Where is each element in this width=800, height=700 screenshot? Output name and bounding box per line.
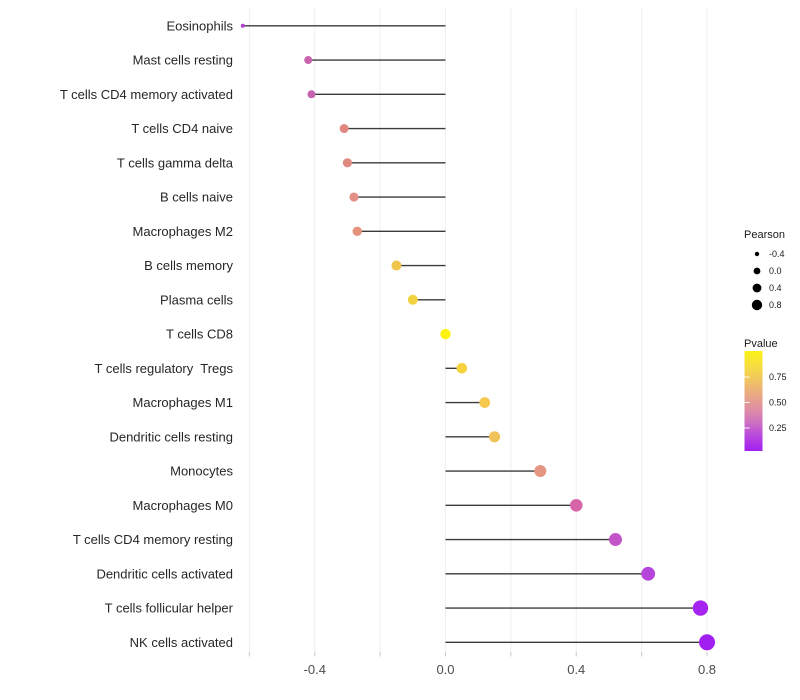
lollipop-dot — [488, 431, 501, 443]
lollipop-dot — [407, 294, 418, 305]
category-label: T cells CD4 memory activated — [60, 87, 233, 102]
x-tick-label: 0.0 — [436, 662, 454, 677]
lollipop-dot — [349, 192, 359, 202]
lollipop-dot — [569, 499, 583, 512]
color-legend-title: Pvalue — [744, 338, 778, 350]
x-tick-label: 0.8 — [698, 662, 716, 677]
pvalue-legend-label: 0.75 — [769, 372, 787, 382]
category-label: Monocytes — [170, 464, 233, 479]
category-label: Mast cells resting — [133, 53, 233, 68]
size-legend-label: 0.0 — [769, 266, 782, 276]
x-tick-label: -0.4 — [304, 662, 326, 677]
category-label: T cells CD8 — [166, 327, 233, 342]
size-legend-label: 0.8 — [769, 300, 782, 310]
size-legend-title: Pearson — [744, 229, 785, 241]
size-legend-key-dot — [752, 283, 762, 293]
category-label: Dendritic cells resting — [109, 429, 233, 444]
lollipop-dot — [608, 533, 622, 547]
lollipop-dot — [641, 566, 656, 581]
size-legend-label: 0.4 — [769, 283, 782, 293]
lollipop-dot — [240, 23, 245, 28]
size-legend-key-dot — [754, 251, 760, 257]
x-tick-label: 0.4 — [567, 662, 585, 677]
lollipop-dot — [699, 634, 716, 651]
lollipop-dot — [391, 260, 402, 271]
pvalue-legend-label: 0.25 — [769, 423, 787, 433]
lollipop-dot — [352, 226, 362, 236]
category-label: B cells naive — [160, 190, 233, 205]
lollipop-dot — [304, 56, 313, 65]
category-label: B cells memory — [144, 258, 233, 273]
category-label: T cells follicular helper — [105, 601, 234, 616]
category-label: Macrophages M1 — [133, 395, 233, 410]
category-label: T cells CD4 memory resting — [73, 532, 233, 547]
lollipop-dot — [339, 124, 349, 134]
lollipop-dot — [534, 465, 547, 478]
category-label: NK cells activated — [130, 635, 233, 650]
size-legend-label: -0.4 — [769, 249, 785, 259]
category-label: Macrophages M0 — [133, 498, 233, 513]
lollipop-dot — [479, 397, 491, 408]
size-legend-key-dot — [751, 299, 763, 311]
lollipop-dot — [456, 363, 468, 374]
lollipop-dot — [307, 90, 316, 99]
size-legend-key-dot — [753, 267, 761, 275]
pvalue-gradient-bar — [744, 351, 763, 451]
category-label: Eosinophils — [167, 18, 234, 33]
category-label: Macrophages M2 — [133, 224, 233, 239]
category-label: T cells CD4 naive — [131, 121, 233, 136]
category-label: Dendritic cells activated — [96, 566, 233, 581]
lollipop-dot — [342, 158, 353, 168]
lollipop-dot — [692, 600, 709, 616]
category-label: T cells gamma delta — [117, 155, 234, 170]
lollipop-dot — [440, 328, 451, 340]
category-label: T cells regulatory Tregs — [95, 361, 234, 376]
pvalue-legend-label: 0.50 — [769, 398, 787, 408]
category-label: Plasma cells — [160, 292, 233, 307]
